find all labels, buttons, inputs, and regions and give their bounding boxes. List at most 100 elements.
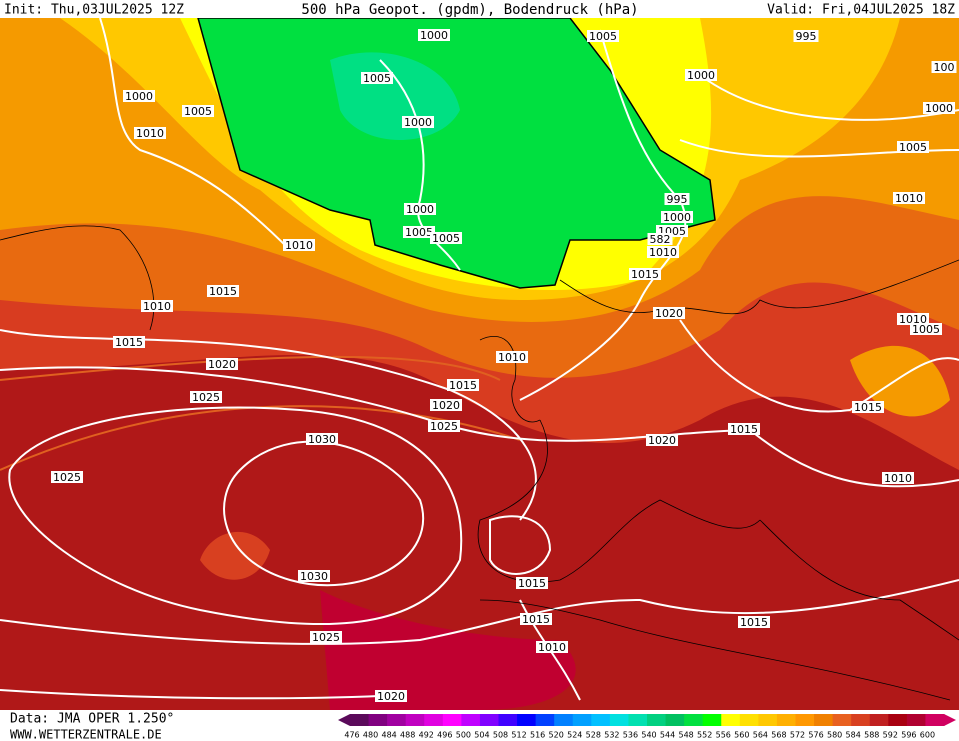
colorbar-label: 572 [790,731,805,740]
label-box [882,472,914,484]
colorbar-label: 500 [456,731,471,740]
label-box [520,613,552,625]
colorbar-label: 556 [716,731,731,740]
isobar-label: 1000 [925,102,953,115]
isobar-label: 1010 [895,192,923,205]
colorbar-swatch [461,714,481,726]
label-box [793,30,819,42]
colorbar-label: 584 [846,731,861,740]
label-box [298,570,330,582]
isobar-label: 1015 [522,613,550,626]
isobar-label: 1010 [498,351,526,364]
label-box [852,401,884,413]
label-box [728,423,760,435]
colorbar-label: 560 [734,731,749,740]
isobar-label: 1010 [884,472,912,485]
label-box [447,379,479,391]
colorbar-label: 496 [437,731,452,740]
colorbar-label: 600 [920,731,935,740]
colorbar-label: 552 [697,731,712,740]
colorbar-label: 536 [623,731,638,740]
label-box [375,690,407,702]
isobar-label: 1020 [208,358,236,371]
label-box [190,391,222,403]
label-box [685,69,717,81]
label-box [661,211,693,223]
isobar-label: 1010 [136,127,164,140]
colorbar-swatch [554,714,574,726]
isobar-label: 1010 [538,641,566,654]
data-source: Data: JMA OPER 1.250° [10,712,174,727]
label-box [738,616,770,628]
isobar-label: 1025 [430,420,458,433]
isobar-label: 1000 [406,203,434,216]
colorbar-label: 548 [678,731,693,740]
isobar-label: 1015 [518,577,546,590]
label-box [910,323,942,335]
colorbar-swatch [647,714,667,726]
label-box [893,192,925,204]
colorbar-swatch [609,714,629,726]
isobar-label: 1025 [53,471,81,484]
colorbar-arrow-left [338,714,350,726]
label-box [404,203,436,215]
colorbar-label: 520 [549,731,564,740]
isobar-label: 1005 [912,323,940,336]
isobar-label: 1010 [899,313,927,326]
colorbar-label: 580 [827,731,842,740]
init-time: Init: Thu,03JUL2025 12Z [4,3,184,18]
isobar-label: 1030 [300,570,328,583]
colorbar-swatch [851,714,871,726]
valid-time: Valid: Fri,04JUL2025 18Z [767,3,955,18]
coastlines [0,225,959,701]
colorbar-swatch [925,714,945,726]
colorbar-swatch [721,714,741,726]
colorbar-swatch [479,714,499,726]
isobar-label: 1010 [285,239,313,252]
colorbar-swatch [684,714,704,726]
isobar-label: 1005 [589,30,617,43]
label-box [646,434,678,446]
isobar-label: 100 [934,61,955,74]
colorbar-swatch [517,714,537,726]
colorbar-label: 492 [419,731,434,740]
colorbar-swatch [739,714,759,726]
colorbar-swatch [498,714,518,726]
label-box [647,233,673,245]
label-box [403,226,435,238]
colorbar-swatch [776,714,796,726]
isobar-label: 582 [650,233,671,246]
colorbar-label: 532 [604,731,619,740]
isobar-label: 1000 [420,29,448,42]
colorbar-swatch [442,714,462,726]
isobar-label: 1020 [655,307,683,320]
label-box [206,358,238,370]
label-box [141,300,173,312]
label-box [516,577,548,589]
label-box [536,641,568,653]
colorbar-swatch [572,714,592,726]
map-title: 500 hPa Geopot. (gpdm), Bodendruck (hPa) [301,2,638,18]
colorbar-swatch [814,714,834,726]
colorbar-label: 588 [864,731,879,740]
label-box [182,105,214,117]
colorbar-swatch [368,714,388,726]
label-box [428,420,460,432]
colorbar-swatch [888,714,908,726]
isobar-label: 1025 [312,631,340,644]
colorbar-label: 476 [344,731,359,740]
isobar-label: 1005 [899,141,927,154]
isobar-label: 1010 [143,300,171,313]
isobar-label: 1015 [449,379,477,392]
colorbar-label: 504 [474,731,489,740]
map [0,18,959,710]
footer: Data: JMA OPER 1.250° WWW.WETTERZENTRALE… [10,712,174,741]
colorbar-swatch [758,714,778,726]
label-box [897,313,929,325]
colorbar-label: 508 [493,731,508,740]
colorbar-swatch [869,714,889,726]
isobar-label: 1015 [631,268,659,281]
colorbar-swatch [350,714,370,726]
